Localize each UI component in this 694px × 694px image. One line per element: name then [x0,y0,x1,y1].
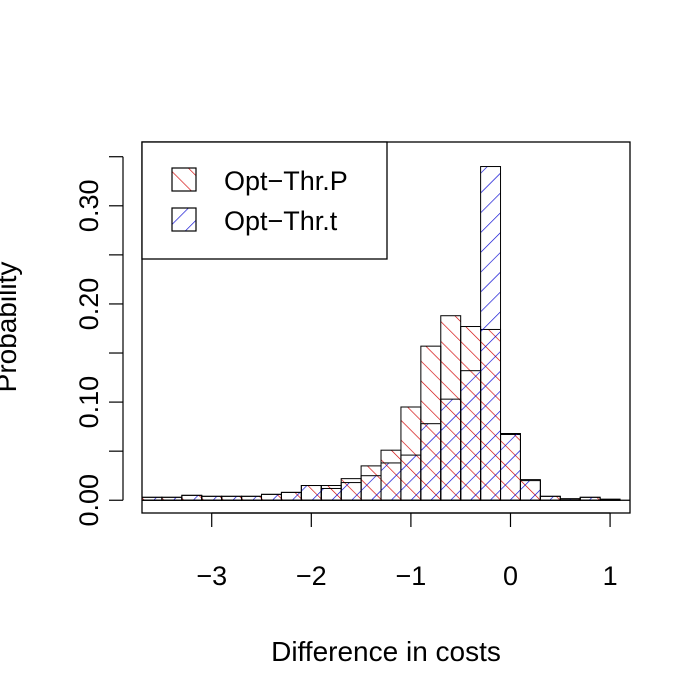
bars-layer [141,166,630,501]
bar-series-2-bin-8 [280,491,302,501]
bar-series-2-bin-20 [519,480,541,501]
y-tick-label: 0.10 [74,376,104,429]
bar-series-2-bin-11 [340,482,362,501]
legend-label-series-1: Opt−Thr.P [224,166,348,196]
bar-series-2-bin-14 [400,454,422,501]
y-tick-label: 0.30 [74,180,104,233]
x-tick-label: 0 [503,561,518,591]
bar-series-2-bin-17 [460,370,482,501]
bar-series-2-bin-10 [320,487,342,501]
bar-series-2-bin-18 [480,166,502,501]
y-tick-label: 0.00 [74,474,104,527]
legend-swatch-series-1 [171,167,197,192]
bar-series-2-bin-16 [440,398,462,501]
x-tick-label: 1 [603,561,618,591]
bar-series-2-bin-7 [261,493,282,501]
y-axis-label: Probability [0,262,22,393]
y-tick-label: 0.20 [74,278,104,331]
bar-series-2-bin-3 [181,494,203,501]
bar-series-2-bin-13 [380,462,402,501]
bar-series-2-bin-19 [500,433,521,501]
x-axis: −3 −2 −1 0 1 [196,512,618,591]
x-tick-label: −3 [196,561,227,591]
legend: Opt−Thr.P Opt−Thr.t [141,141,388,260]
legend-swatch-series-2 [171,207,197,232]
x-axis-label: Difference in costs [271,636,501,667]
legend-box [141,141,388,260]
x-tick-label: −1 [395,561,426,591]
y-axis: 0.00 0.10 0.20 0.30 [74,156,124,527]
bar-series-2-bin-12 [360,475,382,501]
bar-series-2-bin-15 [420,423,442,501]
legend-label-series-2: Opt−Thr.t [224,206,338,236]
x-tick-label: −2 [296,561,327,591]
bar-series-2-bin-9 [300,485,322,501]
